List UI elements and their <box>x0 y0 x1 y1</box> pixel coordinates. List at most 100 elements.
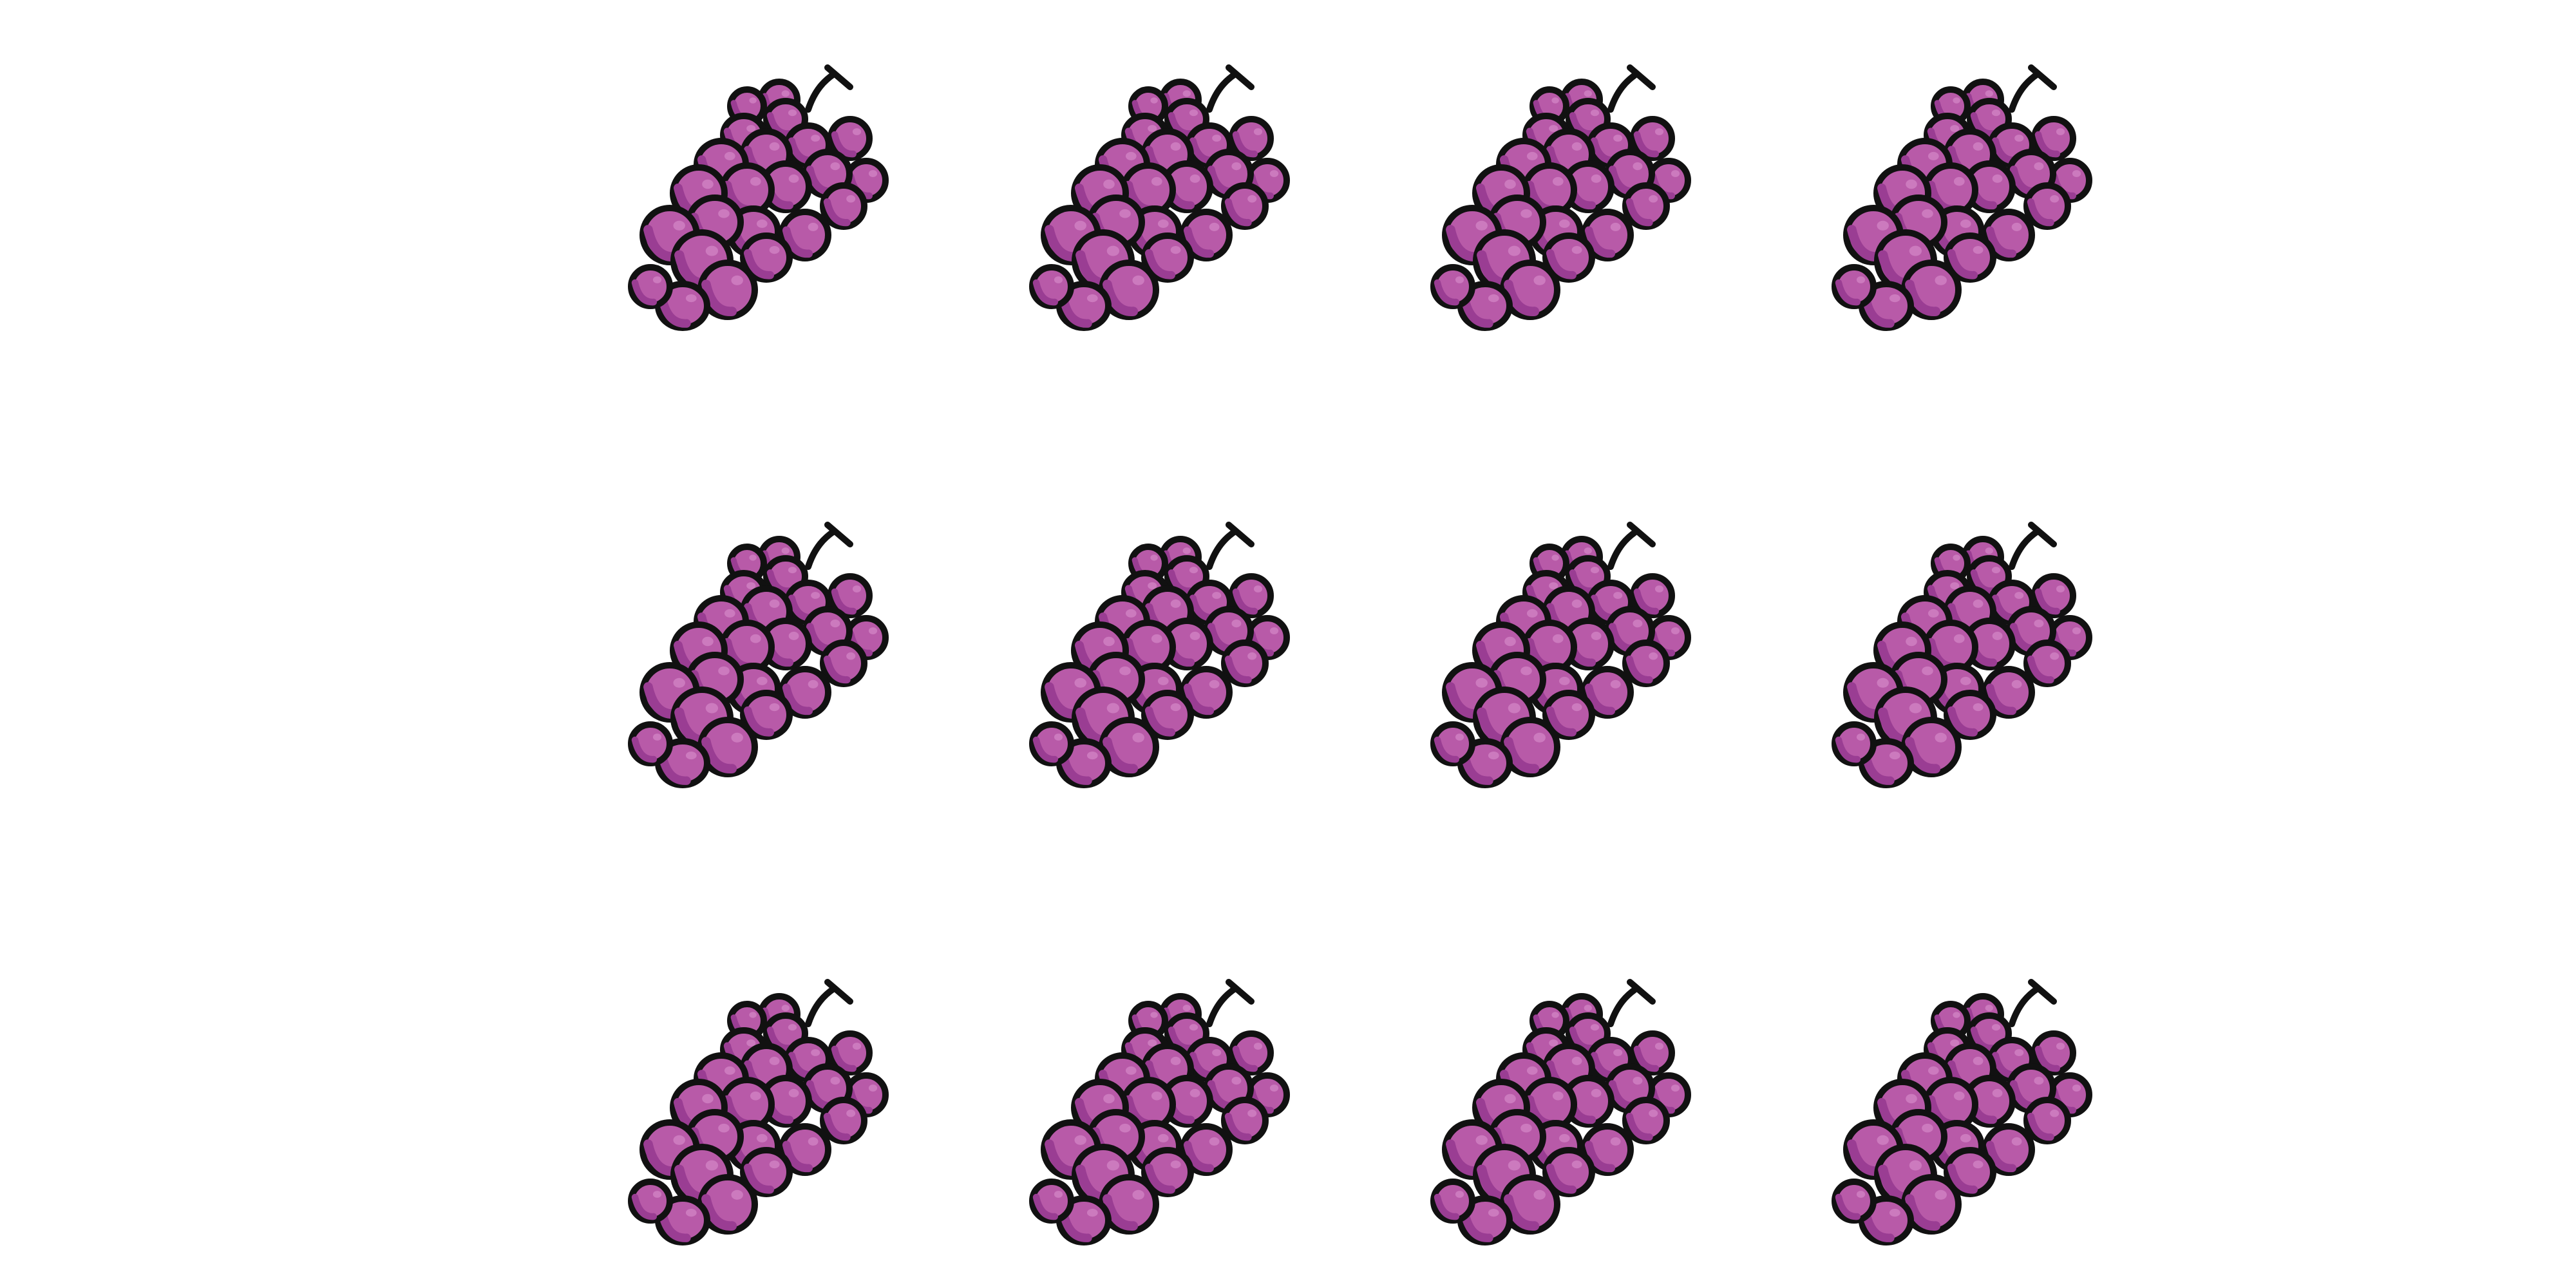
grape-berry <box>1901 717 1962 777</box>
grape-berry <box>1141 690 1194 740</box>
grape-berry <box>1180 1123 1233 1176</box>
grape-berry <box>1832 1179 1877 1224</box>
grape-berry <box>628 264 673 309</box>
grape-berry <box>2023 639 2071 687</box>
grape-stem <box>1607 64 1656 113</box>
grape-berry <box>779 666 831 719</box>
grape-berry <box>1832 721 1877 766</box>
grape-berry <box>1500 260 1560 320</box>
grape-bunch <box>1803 515 2112 792</box>
grape-berry <box>779 1123 831 1176</box>
grapes-icon <box>1430 64 1691 331</box>
grape-bunch <box>1803 58 2112 335</box>
grape-bunch <box>1401 515 1710 792</box>
grape-berry <box>1141 232 1194 283</box>
grape-bunch <box>1000 972 1309 1249</box>
grape-berry <box>779 209 831 261</box>
grape-stem <box>2009 64 2057 113</box>
grape-berry <box>628 721 673 766</box>
grape-berry <box>1581 209 1634 261</box>
grape-berry <box>1581 1123 1634 1176</box>
grape-berry <box>697 717 758 777</box>
grapes-icon <box>1029 64 1290 331</box>
grape-berry <box>1901 1174 1962 1235</box>
grape-stem <box>2009 979 2057 1027</box>
grape-berry <box>1141 1147 1194 1197</box>
grape-bunch <box>599 972 908 1249</box>
grape-berry <box>1944 1147 1996 1197</box>
grape-berry <box>1180 209 1233 261</box>
grape-berry <box>820 182 867 230</box>
grape-berry <box>740 690 793 740</box>
grape-stem <box>805 64 853 113</box>
grape-stem <box>1607 979 1656 1027</box>
grape-berry <box>1982 666 2035 719</box>
grape-berry <box>1029 721 1074 766</box>
grape-berry <box>1982 209 2035 261</box>
grape-berry <box>1944 690 1996 740</box>
grape-berry <box>2023 182 2071 230</box>
grapes-icon <box>1430 522 1691 788</box>
grape-berry <box>1622 1097 1670 1144</box>
grape-bunch <box>599 58 908 335</box>
grape-berry <box>1430 264 1475 309</box>
grapes-icon <box>628 979 889 1245</box>
grape-berry <box>1221 1097 1269 1144</box>
grape-berry <box>1542 690 1595 740</box>
grape-berry <box>1430 721 1475 766</box>
grape-berry <box>1180 666 1233 719</box>
grape-berry <box>1832 264 1877 309</box>
grape-berry <box>1041 662 1101 723</box>
grape-stem <box>1206 979 1255 1027</box>
grape-berry <box>740 1147 793 1197</box>
grape-berry <box>1622 639 1670 687</box>
grape-berry <box>1630 1030 1675 1075</box>
grape-berry <box>1542 1147 1595 1197</box>
grape-berry <box>1963 160 2016 213</box>
grape-berry <box>1029 264 1074 309</box>
grape-stem <box>1607 522 1656 570</box>
grape-berry <box>1944 232 1996 283</box>
grape-stem <box>805 522 853 570</box>
grape-berry <box>1099 1174 1159 1235</box>
grape-berry <box>2031 1030 2076 1075</box>
grape-berry <box>1221 182 1269 230</box>
grape-stem <box>805 979 853 1027</box>
grape-bunch <box>1803 972 2112 1249</box>
grape-berry <box>1221 639 1269 687</box>
grape-stem <box>1206 522 1255 570</box>
grapes-icon <box>1832 64 2092 331</box>
grape-berry <box>1029 1179 1074 1224</box>
grapes-icon <box>628 522 889 788</box>
grape-berry <box>2023 1097 2071 1144</box>
grapes-icon <box>1029 979 1290 1245</box>
grape-bunch <box>1401 972 1710 1249</box>
grape-stem <box>1206 64 1255 113</box>
grape-berry <box>1901 260 1962 320</box>
grape-berry <box>1229 1030 1274 1075</box>
grape-berry <box>1843 205 1904 265</box>
grape-berry <box>1982 1123 2035 1176</box>
grape-berry <box>1430 1179 1475 1224</box>
grape-stem <box>2009 522 2057 570</box>
grape-berry <box>1542 232 1595 283</box>
grape-berry <box>828 1030 873 1075</box>
grape-berry <box>740 232 793 283</box>
grape-berry <box>639 1119 700 1180</box>
grape-berry <box>1581 666 1634 719</box>
grape-berry <box>1099 717 1159 777</box>
grape-bunch <box>1000 515 1309 792</box>
grape-berry <box>820 1097 867 1144</box>
grape-berry <box>1622 182 1670 230</box>
grape-bunch <box>1000 58 1309 335</box>
grapes-icon <box>1029 522 1290 788</box>
grape-bunch <box>599 515 908 792</box>
grape-bunch <box>1401 58 1710 335</box>
grape-berry <box>828 573 873 618</box>
grapes-icon <box>1832 522 2092 788</box>
grapes-icon <box>628 64 889 331</box>
grape-berry <box>1630 116 1675 161</box>
grapes-icon <box>1832 979 2092 1245</box>
